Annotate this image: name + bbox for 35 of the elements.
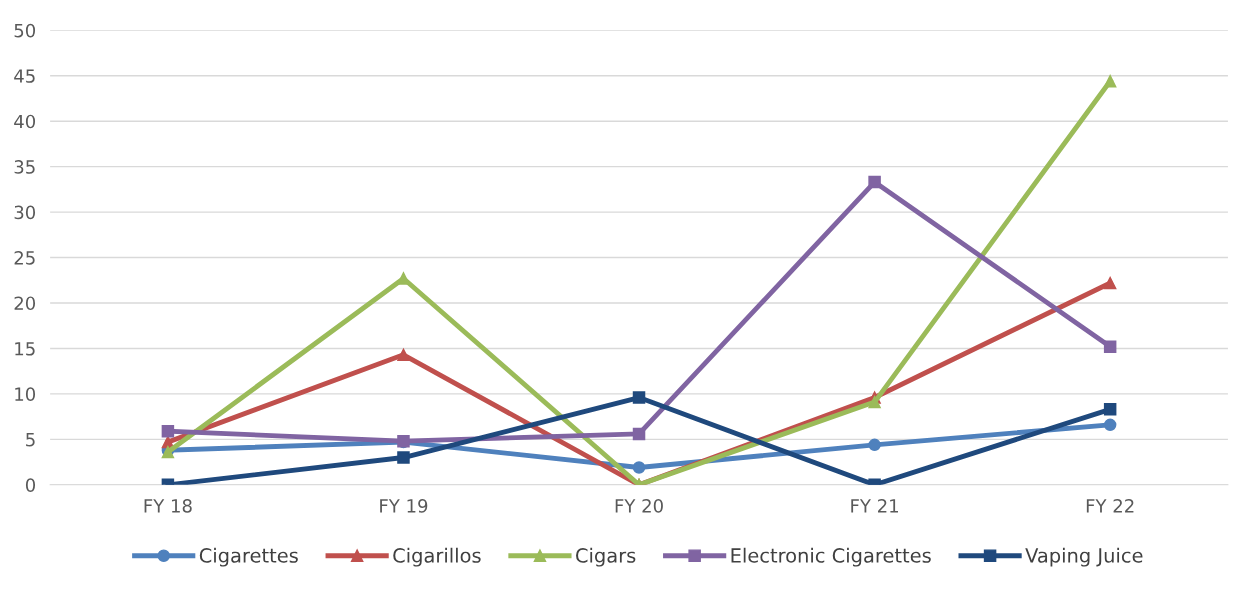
y-tick-label: 25	[14, 251, 35, 265]
y-tick-label: 40	[14, 114, 36, 129]
y-tick-label: 0	[25, 478, 36, 492]
point	[1103, 418, 1117, 432]
legend-label: Cigarettes	[199, 547, 298, 567]
point	[632, 461, 646, 474]
y-tick-label: 30	[14, 205, 36, 220]
point	[1103, 340, 1117, 353]
point	[1103, 74, 1117, 88]
x-tick-label: FY 22	[1086, 499, 1134, 513]
point	[632, 427, 646, 441]
point	[868, 438, 881, 452]
legend-label: Cigarillos	[393, 547, 481, 567]
y-tick-label: 15	[15, 342, 35, 356]
point	[632, 391, 646, 404]
point	[161, 424, 175, 438]
y-tick-label: 50	[14, 23, 36, 38]
x-tick-label: FY 19	[380, 499, 428, 513]
point	[868, 175, 881, 189]
y-tick-label: 45	[14, 69, 35, 83]
y-tick-label: 20	[14, 296, 36, 311]
legend-label: Cigars	[576, 547, 636, 567]
y-tick-label: 35	[14, 160, 35, 174]
point	[397, 348, 410, 362]
x-tick-label: FY 21	[851, 499, 898, 513]
point	[1103, 276, 1117, 290]
x-tick-label: FY 20	[615, 499, 663, 513]
point	[397, 451, 410, 464]
y-tick-label: 10	[15, 387, 36, 402]
point	[1103, 403, 1117, 416]
x-tick-label: FY 18	[144, 499, 192, 513]
legend-label: Electronic Cigarettes	[731, 547, 931, 567]
y-tick-label: 5	[26, 433, 35, 447]
point	[868, 395, 881, 409]
legend-label: Vaping Juice	[1025, 547, 1143, 567]
